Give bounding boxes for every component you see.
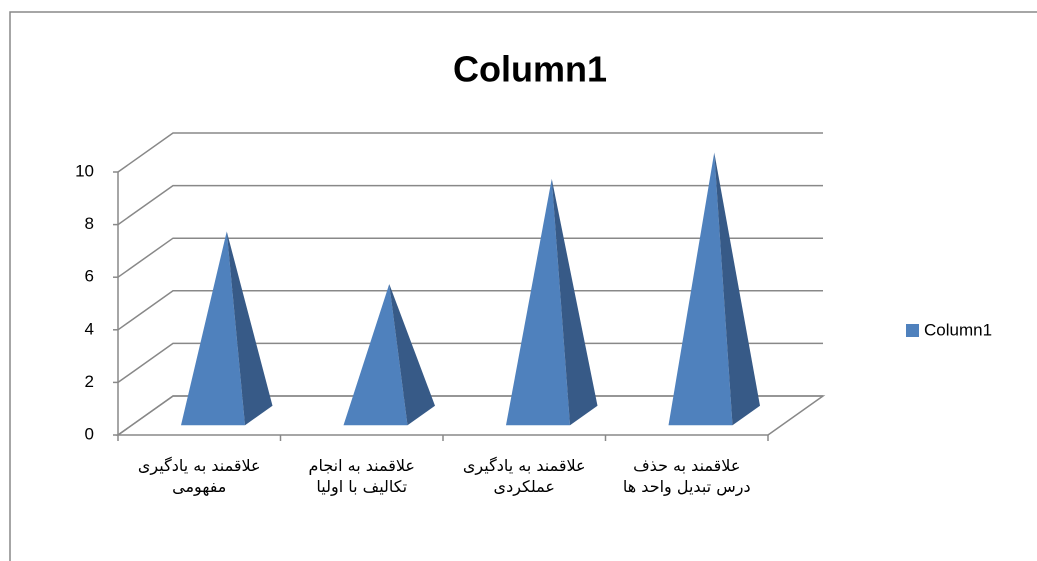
pyramid-side xyxy=(714,152,760,426)
chart-border xyxy=(9,11,1037,561)
grid-line xyxy=(117,342,823,384)
y-tick-label: 6 xyxy=(85,267,94,286)
grid-line xyxy=(117,132,823,173)
y-tick-label: 4 xyxy=(85,319,94,338)
x-tick-label: علاقمند به انجام تکالیف با اولیا xyxy=(308,456,415,496)
grid-line xyxy=(117,290,823,331)
legend-label: Column1 xyxy=(924,320,992,339)
pyramid-side xyxy=(226,231,273,426)
y-tick-label: 0 xyxy=(85,424,94,443)
chart-title: Column1 xyxy=(453,49,607,90)
y-tick-label: 10 xyxy=(75,161,94,180)
pyramid-side xyxy=(551,178,598,426)
grid-line xyxy=(117,237,823,278)
pyramid-front xyxy=(181,231,245,426)
x-tick-label: علاقمند به یادگیری مفهومی xyxy=(137,456,261,496)
pyramid xyxy=(181,231,273,426)
x-tick-label: علاقمند به یادگیری عملکردی xyxy=(462,456,586,496)
pyramid-front xyxy=(343,284,408,426)
pyramid-front xyxy=(506,178,570,426)
pyramid xyxy=(668,152,760,426)
legend-swatch xyxy=(906,324,919,337)
pyramid xyxy=(506,178,598,426)
pyramid xyxy=(343,284,435,426)
pyramid-front xyxy=(668,152,733,426)
x-tick-label: علاقمند به حذف درس تبدیل واحد ها xyxy=(622,456,751,496)
y-tick-label: 8 xyxy=(85,214,94,233)
pyramid-side xyxy=(389,284,435,426)
grid-line xyxy=(117,395,823,436)
y-tick-label: 2 xyxy=(85,372,94,391)
grid-line xyxy=(117,184,823,226)
